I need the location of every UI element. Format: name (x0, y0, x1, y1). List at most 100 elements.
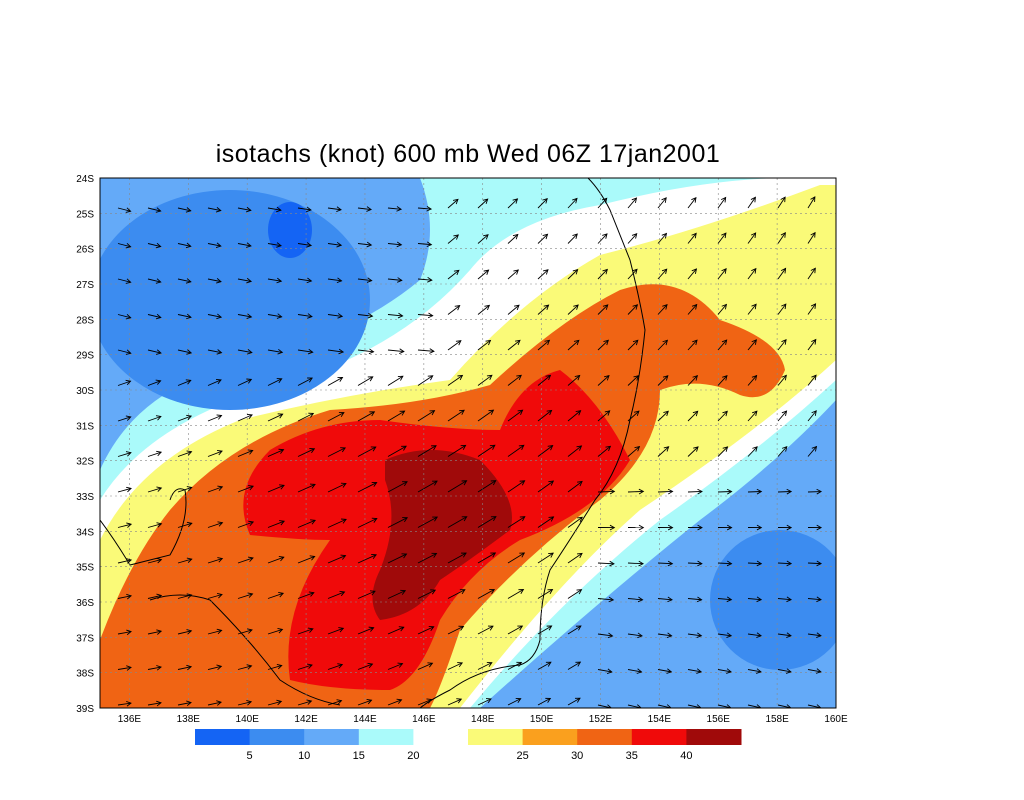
wind-vector-head (841, 375, 846, 380)
wind-vector (357, 411, 375, 422)
wind-vector-head (811, 338, 817, 345)
wind-vector (327, 349, 344, 353)
wind-vector (327, 243, 342, 246)
wind-vector (567, 589, 582, 599)
wind-vector (657, 562, 673, 565)
wind-vector (687, 446, 699, 457)
wind-vector (327, 591, 345, 599)
wind-vector-head (811, 374, 817, 381)
wind-vector (627, 375, 639, 386)
wind-vector-head (601, 197, 608, 204)
wind-vector (807, 562, 822, 565)
wind-vector-head (308, 412, 315, 418)
wind-vector-head (245, 206, 252, 213)
wind-vector-head (691, 196, 697, 203)
wind-vector (717, 669, 732, 673)
wind-vector (687, 669, 702, 673)
wind-vector-head (780, 232, 786, 238)
wind-vector-head (751, 303, 757, 310)
wind-vector-head (811, 445, 818, 452)
lon-label: 148E (471, 714, 495, 725)
wind-vector (537, 480, 554, 493)
wind-vector (147, 559, 162, 564)
wind-vector-head (662, 339, 669, 346)
wind-vector-head (546, 625, 553, 631)
wind-vector-head (516, 374, 522, 381)
wind-vector (477, 234, 489, 244)
wind-vector (477, 698, 492, 706)
wind-vector (417, 445, 437, 457)
wind-vector-head (519, 480, 526, 486)
wind-vector (447, 305, 460, 315)
wind-vector-head (726, 560, 733, 567)
wind-vector-head (215, 207, 222, 213)
wind-vector (267, 665, 282, 670)
wind-vector-head (432, 516, 439, 522)
wind-vector (507, 625, 523, 635)
wind-vector-head (847, 489, 851, 494)
wind-vector-head (786, 632, 792, 638)
wind-vector-head (215, 242, 222, 249)
wind-vector (477, 305, 490, 315)
wind-vector-head (156, 486, 163, 492)
wind-vector-head (186, 557, 193, 563)
wind-vector (597, 197, 608, 209)
wind-vector (687, 562, 702, 565)
wind-vector (507, 516, 526, 528)
wind-vector (597, 304, 609, 315)
wind-vector-head (216, 450, 223, 456)
wind-vector (387, 410, 405, 422)
wind-vector-head (125, 242, 132, 249)
wind-vector-head (575, 661, 582, 667)
wind-vector-head (751, 339, 757, 345)
coastline-south (100, 488, 341, 706)
wind-vector (147, 416, 162, 422)
wind-vector (567, 375, 580, 386)
wind-vector-head (125, 278, 132, 284)
wind-vector-head (756, 632, 762, 638)
wind-vector-head (156, 593, 163, 600)
wind-vector (447, 625, 464, 635)
wind-vector (147, 207, 161, 212)
wind-vector-head (459, 409, 465, 415)
wind-vector-head (307, 627, 314, 633)
wind-vector-head (216, 700, 222, 706)
wind-vector (537, 233, 548, 244)
wind-vector (177, 594, 192, 599)
wind-vector-head (396, 241, 403, 248)
wind-vector (417, 553, 437, 564)
wind-vector-head (632, 268, 638, 275)
wind-vector (717, 339, 728, 351)
wind-vector (207, 349, 222, 354)
wind-vector-head (156, 522, 163, 528)
wind-vector (237, 414, 253, 422)
wind-vector-head (544, 339, 551, 346)
wind-vector-head (246, 628, 253, 634)
wind-vector (417, 516, 438, 528)
wind-vector (417, 662, 433, 670)
wind-vector (417, 349, 434, 352)
wind-vector (267, 484, 285, 493)
wind-vector (807, 669, 821, 673)
wind-vector (477, 269, 489, 280)
wind-vector (207, 415, 222, 422)
wind-vector-head (215, 378, 222, 385)
wind-vector (537, 375, 551, 386)
wind-vector (627, 490, 644, 493)
wind-vector (687, 704, 701, 708)
wind-vector-head (246, 664, 253, 670)
wind-vector (147, 594, 162, 599)
wind-vector (177, 207, 191, 212)
wind-vector (117, 666, 132, 670)
wind-vector-head (633, 410, 640, 416)
wind-vector-head (696, 632, 703, 639)
wind-vector (297, 207, 312, 211)
wind-vector-head (846, 669, 851, 674)
wind-vector-head (489, 444, 496, 450)
wind-vector-head (125, 415, 132, 421)
wind-vector (627, 562, 644, 565)
wind-vector-head (781, 338, 787, 345)
wind-vector (267, 278, 282, 282)
wind-vector (657, 446, 669, 457)
wind-vector-head (216, 592, 223, 599)
